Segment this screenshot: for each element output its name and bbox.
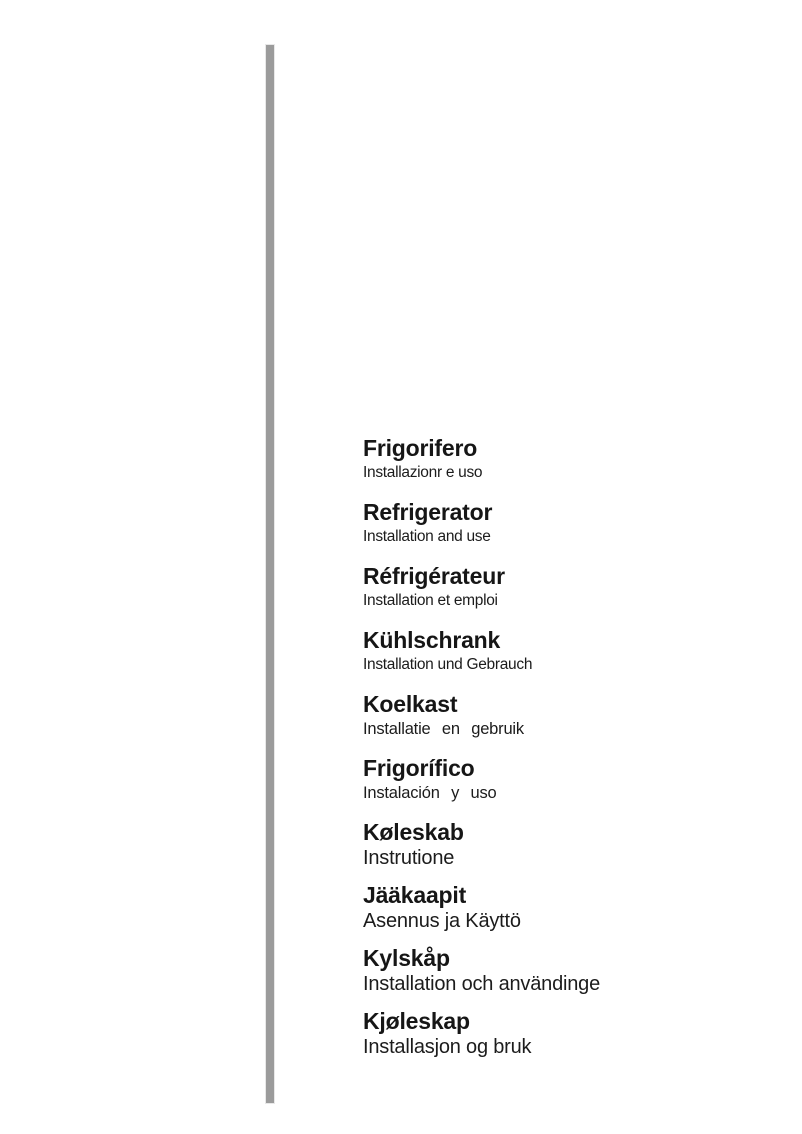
lang-entry-german: Kühlschrank Installation und Gebrauch [363, 628, 743, 674]
product-subtitle-dutch: Installatie en gebruik [363, 720, 524, 738]
product-subtitle-norwegian: Installasjon og bruk [363, 1036, 532, 1058]
product-subtitle-finnish: Asennus ja Käyttö [363, 910, 521, 932]
lang-entry-dutch: Koelkast Installatie en gebruik [363, 692, 743, 738]
product-title-spanish: Frigorífico [363, 755, 475, 781]
product-subtitle-french: Installation et emploi [363, 592, 498, 609]
lang-entry-french: Réfrigérateur Installation et emploi [363, 564, 743, 610]
product-title-french: Réfrigérateur [363, 563, 505, 589]
product-title-swedish: Kylskåp [363, 945, 450, 971]
lang-entry-english: Refrigerator Installation and use [363, 500, 743, 546]
product-title-german: Kühlschrank [363, 627, 501, 653]
product-title-danish: Køleskab [363, 819, 464, 845]
product-subtitle-danish: Instrutione [363, 847, 455, 869]
product-subtitle-english: Installation and use [363, 528, 491, 545]
product-title-norwegian: Kjøleskap [363, 1008, 470, 1034]
lang-entry-norwegian: Kjøleskap Installasjon og bruk [363, 1009, 743, 1058]
product-title-english: Refrigerator [363, 499, 493, 525]
lang-entry-danish: Køleskab Instrutione [363, 820, 743, 869]
product-subtitle-swedish: Installation och användinge [363, 973, 601, 995]
lang-entry-finnish: Jääkaapit Asennus ja Käyttö [363, 883, 743, 932]
product-title-italian: Frigorifero [363, 435, 478, 461]
lang-entry-swedish: Kylskåp Installation och användinge [363, 946, 743, 995]
lang-entry-spanish: Frigorífico Instalación y uso [363, 756, 743, 802]
product-subtitle-italian: Installazionr e uso [363, 464, 483, 481]
language-title-list: Frigorifero Installazionr e uso Refriger… [363, 436, 743, 1072]
product-subtitle-spanish: Instalación y uso [363, 784, 497, 802]
product-title-dutch: Koelkast [363, 691, 458, 717]
lang-entry-italian: Frigorifero Installazionr e uso [363, 436, 743, 482]
vertical-rule [266, 45, 274, 1103]
product-title-finnish: Jääkaapit [363, 882, 467, 908]
product-subtitle-german: Installation und Gebrauch [363, 656, 533, 673]
